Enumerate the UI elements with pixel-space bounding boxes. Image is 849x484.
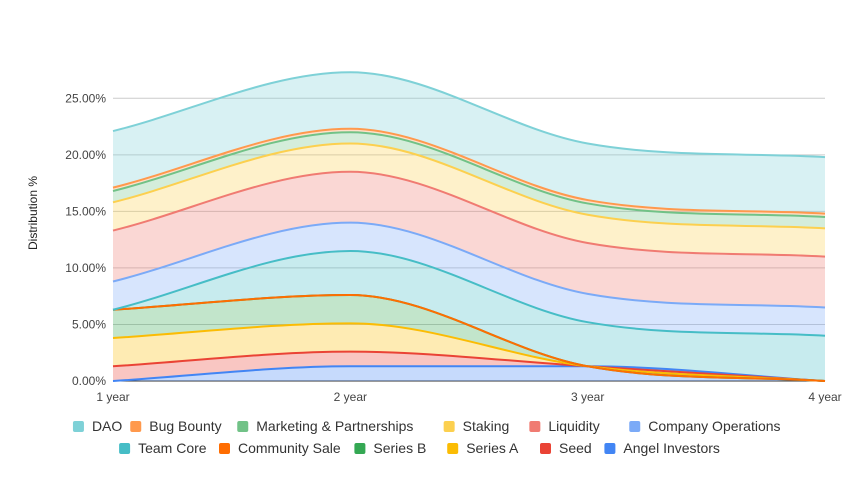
- y-tick-label: 10.00%: [65, 261, 106, 275]
- line-dao: [112, 71, 826, 159]
- legend-label: Liquidity: [548, 418, 599, 434]
- y-axis-ticks: 0.00% 5.00% 10.00% 15.00% 20.00% 25.00%: [65, 91, 106, 388]
- area-company-operations: [113, 222, 825, 336]
- legend: DAO Bug Bounty Marketing & Partnerships Sta…: [72, 418, 781, 456]
- legend-item-community-sale[interactable]: Community Sale: [219, 440, 341, 456]
- legend-swatch: [629, 421, 641, 432]
- legend-label: Company Operations: [648, 418, 780, 434]
- legend-item-dao[interactable]: DAO: [72, 418, 122, 434]
- legend-item-series-a[interactable]: Series A: [447, 440, 519, 456]
- line-team-core: [112, 249, 826, 337]
- line-bug-bounty: [112, 127, 826, 215]
- legend-swatch: [604, 443, 616, 454]
- legend-label: DAO: [92, 418, 122, 434]
- x-axis-ticks: 1 year 2 year 3 year 4 year: [96, 390, 841, 404]
- legend-swatch: [72, 421, 84, 432]
- y-tick-label: 15.00%: [65, 204, 106, 218]
- x-tick-label: 4 year: [808, 390, 841, 404]
- legend-label: Seed: [559, 440, 592, 456]
- legend-item-marketing-and-partnerships[interactable]: Marketing & Partnerships: [237, 418, 413, 434]
- legend-item-staking[interactable]: Staking: [443, 418, 510, 434]
- legend-swatch: [237, 421, 249, 432]
- area-series-b: [113, 295, 825, 381]
- area-staking: [113, 143, 825, 257]
- legend-swatch: [443, 421, 455, 432]
- legend-label: Series A: [466, 440, 519, 456]
- legend-item-company-operations[interactable]: Company Operations: [629, 418, 781, 434]
- legend-label: Series B: [373, 440, 426, 456]
- legend-item-series-b[interactable]: Series B: [354, 440, 426, 456]
- y-tick-label: 5.00%: [72, 317, 106, 331]
- y-axis-label: Distribution %: [26, 176, 40, 250]
- legend-swatch: [540, 443, 551, 454]
- legend-label: Bug Bounty: [149, 418, 221, 434]
- legend-label: Community Sale: [238, 440, 341, 456]
- legend-swatch: [529, 421, 541, 432]
- line-community-sale: [112, 294, 826, 382]
- legend-item-team-core[interactable]: Team Core: [119, 440, 207, 456]
- legend-swatch: [354, 443, 366, 454]
- legend-swatch: [130, 421, 142, 432]
- legend-swatch: [219, 443, 230, 454]
- x-tick-label: 3 year: [571, 390, 604, 404]
- y-tick-label: 25.00%: [65, 91, 106, 105]
- area-team-core: [113, 250, 825, 381]
- y-tick-label: 0.00%: [72, 374, 106, 388]
- line-series-a: [112, 322, 826, 382]
- line-seed: [112, 350, 826, 382]
- legend-item-angel-investors[interactable]: Angel Investors: [604, 440, 720, 456]
- series-lines: [112, 71, 826, 382]
- legend-item-bug-bounty[interactable]: Bug Bounty: [130, 418, 222, 434]
- legend-swatch: [447, 443, 459, 454]
- line-liquidity: [112, 170, 826, 258]
- legend-label: Angel Investors: [623, 440, 720, 456]
- legend-item-liquidity[interactable]: Liquidity: [529, 418, 600, 434]
- y-tick-label: 20.00%: [65, 148, 106, 162]
- legend-label: Staking: [463, 418, 510, 434]
- area-dao: [113, 72, 825, 214]
- legend-label: Marketing & Partnerships: [256, 418, 413, 434]
- legend-item-seed[interactable]: Seed: [540, 440, 592, 456]
- area-series: [113, 72, 825, 381]
- area-liquidity: [113, 171, 825, 308]
- legend-label: Team Core: [138, 440, 207, 456]
- line-staking: [112, 142, 826, 230]
- line-angel-investors: [112, 365, 826, 382]
- x-tick-label: 2 year: [334, 390, 367, 404]
- area-marketing-and-partnerships: [113, 132, 825, 229]
- line-company-operations: [112, 221, 826, 309]
- x-tick-label: 1 year: [96, 390, 129, 404]
- area-series-a: [113, 323, 825, 381]
- line-marketing-and-partnerships: [112, 131, 826, 219]
- legend-swatch: [119, 443, 131, 454]
